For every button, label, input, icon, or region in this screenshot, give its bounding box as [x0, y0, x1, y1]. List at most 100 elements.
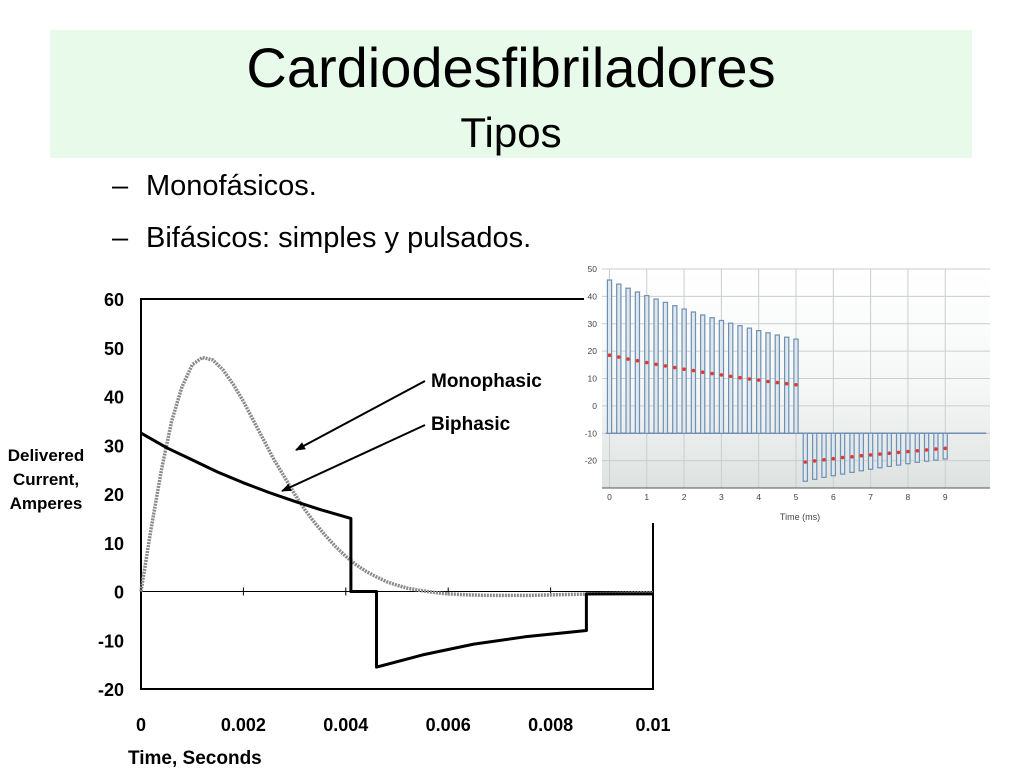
monophasic-series-line — [139, 355, 654, 598]
inset-pulse-bar — [830, 432, 837, 477]
inset-average-point — [710, 371, 714, 376]
y-tick-label: -20 — [98, 680, 124, 700]
y-axis-label-line: Delivered — [8, 446, 85, 465]
inset-average-point — [887, 451, 892, 456]
inset-pulse-bar — [923, 432, 930, 462]
inset-average-point — [700, 370, 705, 375]
inset-pulse-bar — [942, 432, 948, 460]
inset-pulse-bar — [662, 301, 669, 434]
annotation-monophasic: Monophasic — [431, 371, 542, 392]
inset-average-point — [896, 450, 901, 455]
slide-title: Cardiodesfibriladores — [246, 36, 776, 99]
inset-pulse-bar — [672, 305, 678, 434]
inset-average-point — [756, 378, 761, 382]
bullet-item: – Bifásicos: simples y pulsados. — [112, 220, 531, 272]
inset-pulse-bar — [709, 317, 715, 434]
inset-average-point — [663, 364, 668, 368]
inset-x-tick-label: 0 — [607, 492, 612, 502]
inset-pulse-bar — [877, 432, 883, 469]
x-tick-label: 0.002 — [221, 715, 266, 735]
inset-average-point — [747, 377, 752, 381]
bullet-dash: – — [112, 222, 129, 254]
y-tick-label: 40 — [104, 388, 124, 408]
x-tick-label: 0 — [136, 715, 146, 735]
inset-x-tick-label: 1 — [644, 492, 649, 502]
inset-average-point — [719, 373, 724, 377]
bullet-text: Bifásicos: simples y pulsados. — [146, 222, 532, 254]
inset-average-point — [607, 353, 612, 358]
inset-pulse-bar — [933, 432, 939, 461]
inset-average-point — [934, 447, 938, 451]
inset-average-point — [617, 355, 621, 359]
y-axis-label: Delivered Current, Amperes — [8, 446, 85, 513]
inset-average-point — [850, 455, 854, 459]
inset-average-point — [803, 460, 808, 464]
y-tick-label: -10 — [98, 631, 124, 651]
inset-y-tick-label: 40 — [588, 291, 598, 301]
inset-average-point — [626, 357, 630, 361]
inset-pulse-bar — [681, 308, 687, 434]
inset-x-tick-label: 8 — [906, 492, 911, 502]
inset-average-point — [878, 452, 882, 456]
y-tick-label: 0 — [114, 583, 124, 603]
inset-y-tick-label: 30 — [588, 319, 598, 329]
inset-average-point — [840, 455, 845, 460]
bullet-item: – Monofásicos. — [112, 168, 531, 220]
y-tick-label: 50 — [104, 339, 124, 359]
inset-average-point — [859, 453, 864, 458]
inset-x-tick-label: 3 — [719, 492, 724, 502]
inset-average-point — [654, 362, 658, 367]
y-axis-label-line: Current, — [13, 470, 79, 489]
y-tick-label: 60 — [104, 290, 124, 310]
inset-pulse-bar — [699, 314, 706, 434]
y-tick-label: 30 — [104, 436, 124, 456]
x-axis-label: Time, Seconds — [128, 748, 262, 768]
inset-average-point — [822, 458, 826, 462]
inset-pulse-bar — [755, 330, 762, 434]
inset-pulse-bar — [727, 322, 734, 434]
bullet-text: Monofásicos. — [146, 170, 317, 202]
inset-average-point — [868, 453, 873, 457]
inset-x-tick-label: 4 — [756, 492, 761, 502]
inset-y-tick-label: 20 — [588, 346, 598, 356]
inset-x-tick-label: 9 — [943, 492, 948, 502]
biphasic-series-line — [140, 431, 653, 669]
inset-average-point — [915, 449, 920, 453]
inset-average-point — [924, 448, 929, 452]
inset-x-axis-label: Time (ms) — [780, 512, 820, 522]
inset-pulse-bar — [811, 432, 818, 480]
inset-average-point — [673, 365, 677, 370]
inset-x-tick-label: 6 — [831, 492, 836, 502]
inset-average-point — [691, 368, 696, 373]
inset-pulse-bar — [644, 295, 650, 434]
arrow-monophasic — [295, 380, 426, 451]
inset-y-tick-label: -10 — [585, 428, 598, 438]
inset-pulse-bar — [867, 432, 874, 470]
inset-y-tick-label: 50 — [588, 264, 598, 274]
inset-average-point — [784, 381, 789, 386]
x-tick-label: 0.006 — [426, 715, 471, 735]
inset-pulse-bar — [718, 319, 725, 434]
arrow-biphasic — [281, 424, 426, 492]
inset-pulse-bar — [634, 291, 641, 434]
inset-average-point — [831, 456, 836, 461]
inset-average-point — [738, 375, 742, 380]
inset-pulse-bar — [653, 298, 659, 434]
inset-average-point — [635, 358, 640, 363]
x-tick-label: 0.004 — [323, 715, 368, 735]
inset-x-tick-label: 7 — [868, 492, 873, 502]
inset-y-tick-label: 10 — [588, 374, 598, 384]
inset-pulse-bar — [839, 432, 846, 475]
x-tick-label: 0.01 — [635, 715, 670, 735]
inset-average-point — [775, 380, 780, 385]
inset-x-tick-label: 2 — [682, 492, 687, 502]
inset-y-tick-label: 0 — [592, 401, 597, 411]
inset-pulse-bar — [914, 432, 921, 463]
inset-average-point — [682, 367, 686, 372]
x-tick-label: 0.008 — [528, 715, 573, 735]
title-box: Cardiodesfibriladores Tipos — [50, 30, 972, 158]
inset-average-point — [943, 446, 947, 451]
inset-y-tick-label: -20 — [585, 456, 598, 466]
